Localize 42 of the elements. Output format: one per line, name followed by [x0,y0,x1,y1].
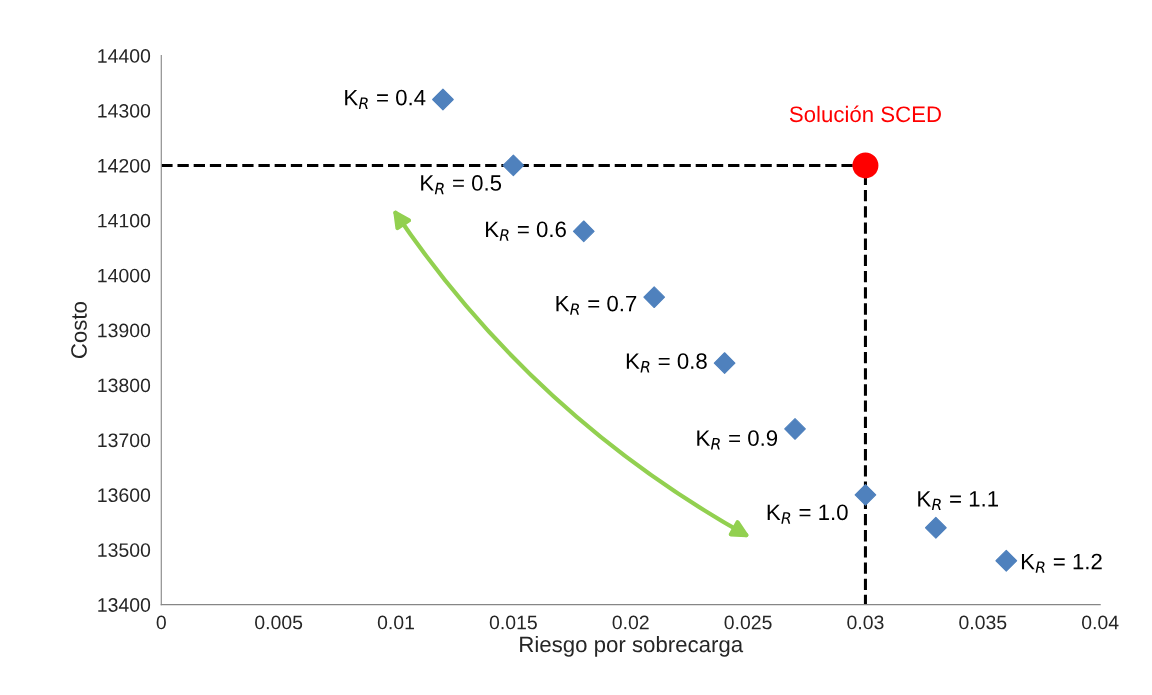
annotation: K$_{R}$ = 0.7 [556,295,637,315]
y-tick-label: 13900 [98,323,151,338]
annotation: K$_{R}$ = 0.6 [486,221,566,241]
annotation: K$_{R}$ = 0.4 [345,89,426,109]
point [995,549,1018,572]
x-tick-label: 0.01 [377,615,414,630]
x-tick-label: 0.04 [1082,615,1119,630]
y-tick-label: 13800 [98,378,151,393]
y-tick-label: 14300 [98,103,151,118]
y-tick-label: 13700 [98,433,151,448]
x-tick-label: 0.02 [612,615,649,630]
y-tick-label: 14200 [98,158,151,173]
annotation: K$_{R}$ = 0.8 [626,353,707,373]
y-tick-label: 14000 [98,268,151,283]
x-tick-label: 0.03 [847,615,884,630]
y-tick-label: 13600 [98,488,151,503]
y-tick-label: 14400 [98,49,151,63]
annotation: K$_{R}$ = 0.5 [421,175,502,195]
y-tick-label: 13500 [98,543,151,557]
point [852,152,879,179]
y-tick-label: 14100 [98,213,151,228]
point [924,516,947,539]
point [502,154,525,177]
annotation: Solución SCED [789,105,941,123]
annotation: K$_{R}$ = 1.1 [918,491,998,511]
x-tick-label: 0.035 [959,615,1007,630]
annotation: K$_{R}$ = 0.9 [697,430,778,450]
point [432,88,454,111]
point [572,220,595,243]
x-tick-label: 0.015 [489,615,537,630]
point [784,418,806,440]
point [854,483,877,506]
x-tick-label: 0 [156,615,166,630]
x-axis-title: Riesgo por sobrecarga [520,635,744,657]
annotation: K$_{R}$ = 1.2 [1021,553,1102,573]
x-tick-label: 0.025 [724,615,772,630]
y-tick-label: 13400 [98,598,151,612]
point [713,352,736,374]
annotation: K$_{R}$ = 1.0 [767,504,848,524]
x-tick-label: 0.005 [255,615,303,630]
point [643,286,666,309]
y-axis-title: Costo [71,302,87,359]
